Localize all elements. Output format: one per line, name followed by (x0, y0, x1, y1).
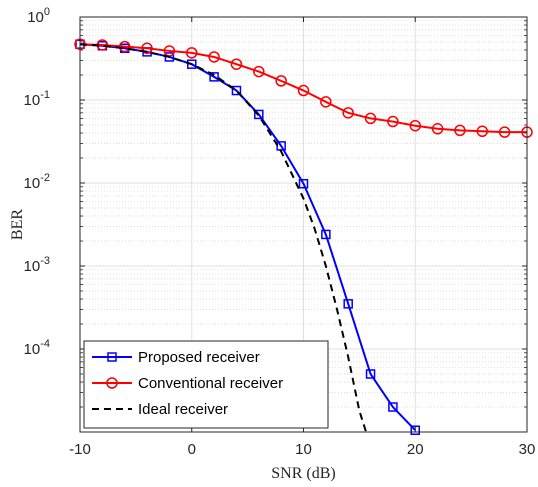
data-point (297, 84, 310, 97)
legend-box (83, 340, 329, 429)
data-point (230, 58, 243, 70)
legend-marker (107, 352, 117, 362)
y-tick-label: 100 (27, 6, 50, 26)
y-axis-label: BER (9, 209, 26, 240)
data-point (118, 40, 131, 53)
data-point (410, 425, 420, 435)
data-point (388, 402, 398, 412)
data-point (141, 42, 153, 55)
data-point (364, 112, 377, 125)
data-point (387, 115, 399, 128)
legend-label: Ideal receiver (138, 401, 228, 418)
legend-marker (106, 377, 118, 389)
data-point (498, 126, 511, 138)
data-point (431, 123, 444, 135)
plot-series (74, 38, 533, 435)
data-point (365, 369, 376, 379)
y-tick-label: 10-2 (24, 172, 50, 192)
series-ideal-receiver (79, 43, 368, 433)
data-point (187, 59, 197, 69)
data-point (409, 119, 421, 132)
y-tick-label: 10-4 (24, 338, 50, 358)
data-point (298, 178, 309, 189)
tick-labels: -10 0 10 20 30 100 10-1 10-2 10-3 10-4 (24, 6, 536, 458)
axis-ticks (79, 16, 528, 432)
x-tick-label: -10 (69, 441, 91, 458)
series-conventional-receiver (74, 38, 533, 138)
y-tick-label: 10-3 (24, 255, 50, 275)
data-point (231, 85, 242, 96)
data-point (476, 125, 489, 138)
y-tick-label: 10-1 (24, 89, 50, 109)
data-point (254, 109, 264, 120)
x-axis-label: SNR (dB) (271, 465, 335, 482)
legend: Proposed receiver Conventional receiver Id… (83, 340, 329, 429)
data-point (343, 299, 353, 309)
legend-label: Proposed receiver (138, 349, 260, 366)
data-point (342, 107, 354, 119)
data-point (186, 47, 198, 59)
data-point (209, 72, 219, 82)
series-line (79, 43, 368, 433)
data-point (253, 65, 265, 78)
data-point (321, 229, 331, 240)
data-point (454, 124, 466, 137)
data-point (275, 75, 287, 87)
x-tick-label: 20 (407, 441, 424, 458)
series-line (79, 43, 527, 134)
data-point (208, 51, 220, 63)
x-tick-label: 30 (519, 441, 536, 458)
legend-label: Conventional receiver (138, 375, 283, 392)
data-point (320, 96, 332, 108)
x-tick-label: 0 (188, 441, 196, 458)
x-tick-label: 10 (295, 441, 312, 458)
